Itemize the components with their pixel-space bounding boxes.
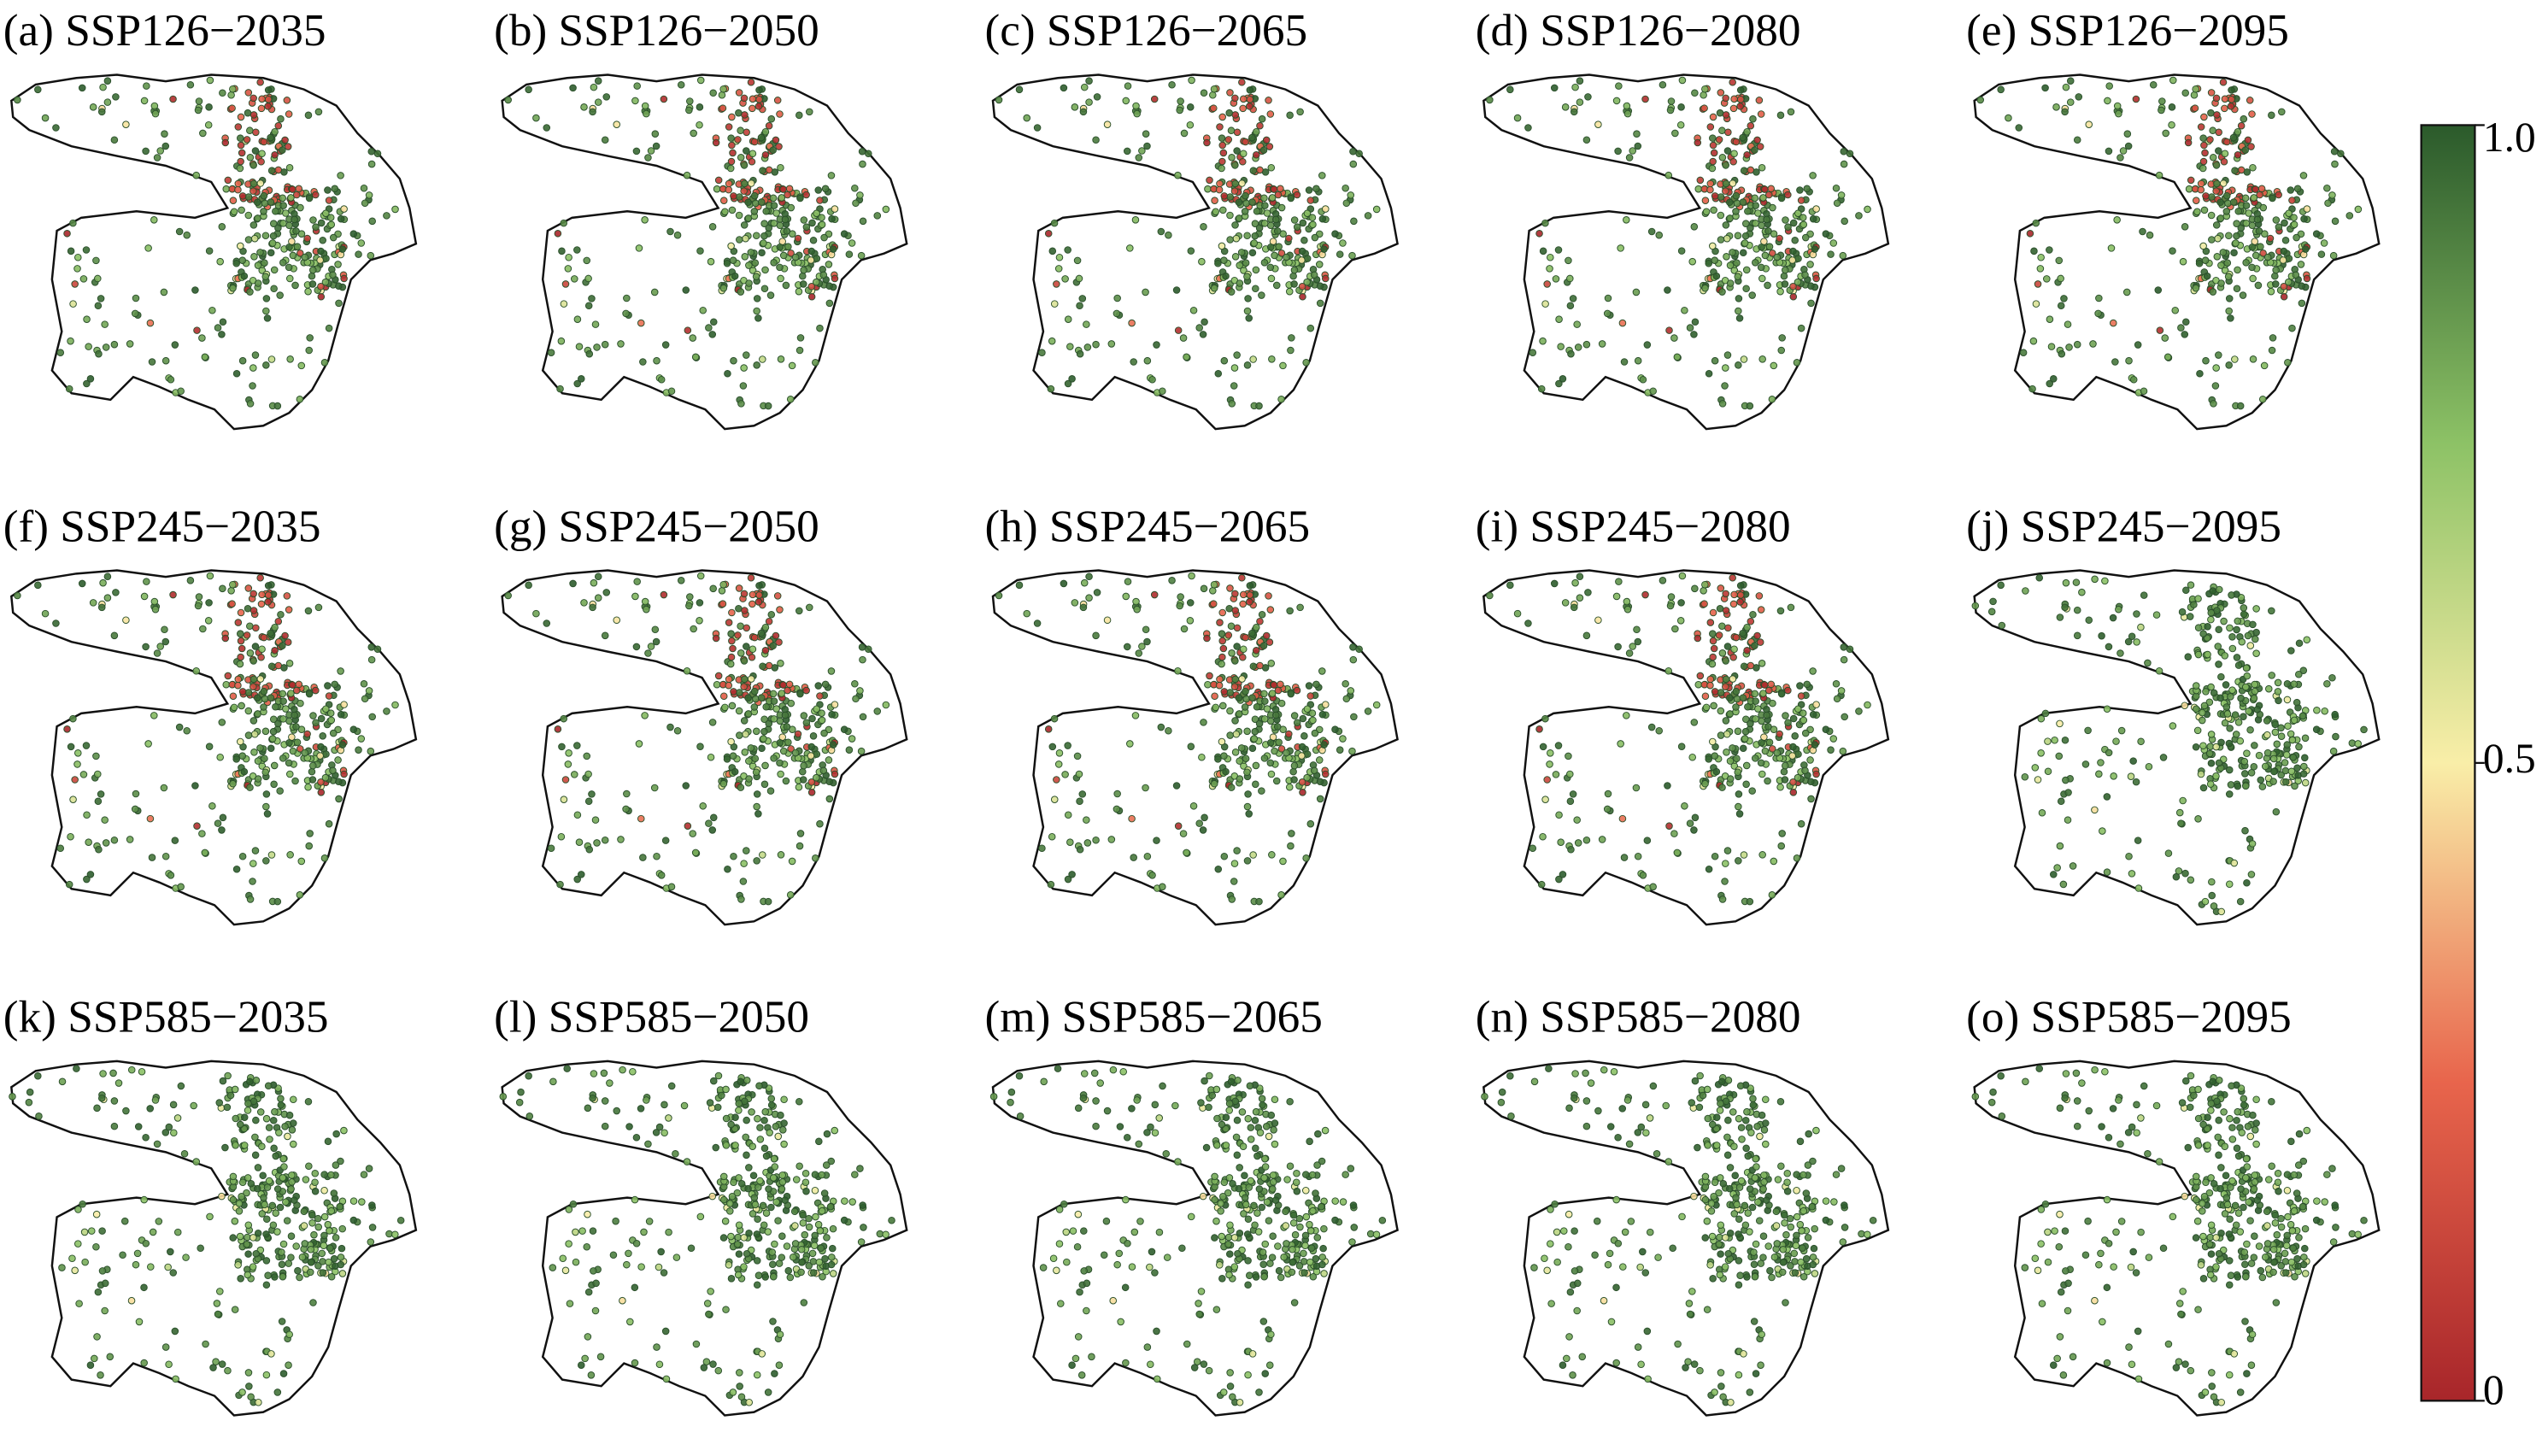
basin-outline [991,73,1399,431]
basin-outline [501,569,908,926]
panel-title: (i) SSP245−2080 [1476,501,1791,551]
panel-title: (l) SSP585−2050 [494,992,809,1042]
panel-title: (f) SSP245−2035 [3,501,321,551]
map-panel [1971,569,2381,926]
panel-title: (g) SSP245−2050 [494,501,819,551]
panel-title: (j) SSP245−2095 [1966,501,2281,551]
panel-title: (m) SSP585−2065 [984,992,1322,1042]
basin-outline [991,569,1399,926]
map-panel [1481,1060,1890,1417]
panel-title: (a) SSP126−2035 [3,5,326,56]
map-panel [501,73,908,431]
colorbar-tick-label: 0.5 [2483,735,2536,782]
map-panel [1971,1060,2381,1417]
panel-title: (d) SSP126−2080 [1476,5,1801,56]
map-panel [9,1060,418,1417]
map-panel [991,569,1399,926]
map-panel [10,569,418,926]
panel-title: (n) SSP585−2080 [1476,992,1801,1042]
colorbar-tick-label: 1.0 [2483,114,2536,161]
map-panel [1973,73,2381,431]
panel-title: (b) SSP126−2050 [494,5,819,56]
panel-title: (o) SSP585−2095 [1966,992,2292,1042]
map-panel [1482,569,1890,926]
map-panel [10,73,418,431]
map-panel [989,1060,1399,1417]
basin-outline [1482,569,1890,926]
basin-outline [10,569,418,926]
colorbar-tick-label: 0 [2483,1366,2504,1413]
basin-outline [501,73,908,431]
map-panel [991,73,1399,431]
panel-title: (k) SSP585−2035 [3,992,329,1042]
map-panel [1482,73,1890,431]
basin-outline [1482,73,1890,431]
panel-title: (h) SSP245−2065 [984,501,1310,551]
panel-title: (e) SSP126−2095 [1966,5,2289,56]
map-panel [501,569,908,926]
map-panel [499,1060,908,1417]
colorbar [2420,124,2476,1402]
panel-title: (c) SSP126−2065 [984,5,1307,56]
basin-outline [10,73,418,431]
basin-outline [1973,73,2381,431]
